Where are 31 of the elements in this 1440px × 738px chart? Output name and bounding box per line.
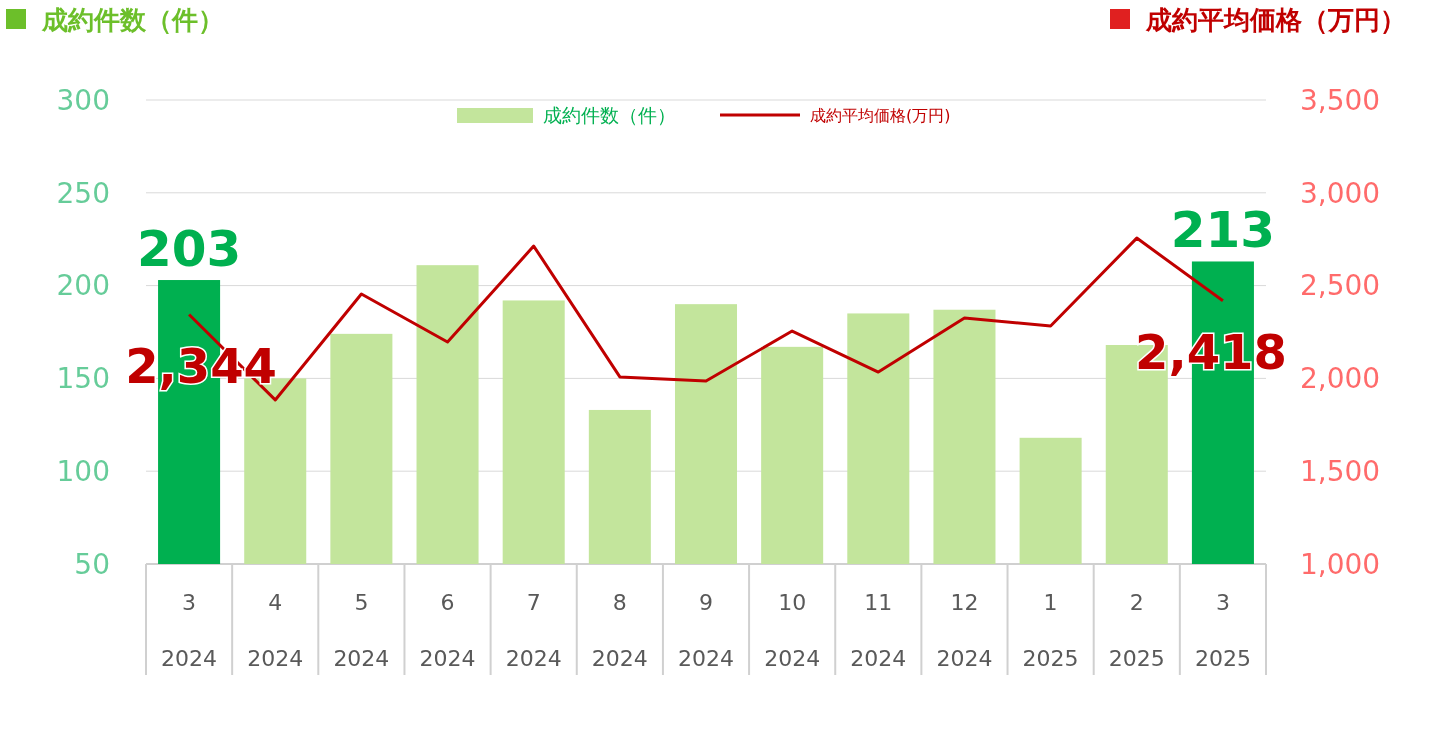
category-label: 3 2024	[161, 590, 218, 671]
category-label: 1 2025	[1022, 590, 1079, 671]
category-label: 8 2024	[591, 590, 648, 671]
y2-axis-title: 成約平均価格（万円）	[1145, 5, 1406, 35]
y2-tick-label: 2,000	[1300, 362, 1381, 396]
y-tick-label: 250	[56, 176, 110, 210]
y-tick-label: 100	[56, 455, 110, 488]
y2-tick-label: 2,500	[1300, 269, 1381, 303]
data-label: 203	[136, 220, 242, 279]
category-label: 6 2024	[419, 590, 476, 671]
category-label: 12 2024	[936, 590, 993, 671]
category-label: 7 2024	[505, 590, 562, 671]
category-label: 2 2025	[1108, 590, 1165, 671]
legend-label: 成約件数（件）	[543, 103, 676, 126]
legend-label: 成約平均価格(万円)	[810, 105, 951, 125]
category-label: 3 2025	[1194, 590, 1251, 671]
y-tick-label: 150	[56, 362, 110, 396]
y2-tick-label: 3,000	[1300, 176, 1381, 210]
y2-tick-label: 3,500	[1300, 83, 1381, 117]
category-label: 4 2024	[247, 590, 304, 671]
y2-tick-label: 1,500	[1300, 455, 1381, 488]
category-label: 9 2024	[678, 590, 734, 671]
y-tick-label: 300	[56, 83, 110, 117]
category-label: 5 2024	[333, 590, 390, 671]
y-tick-label: 50	[74, 547, 110, 581]
data-label: 213	[1170, 201, 1276, 260]
y2-tick-label: 1,000	[1300, 547, 1381, 581]
y-tick-label: 200	[56, 269, 110, 303]
category-label: 11 2024	[850, 590, 907, 671]
y-axis-title: 成約件数（件）	[41, 5, 224, 35]
category-label: 10 2024	[764, 590, 821, 671]
